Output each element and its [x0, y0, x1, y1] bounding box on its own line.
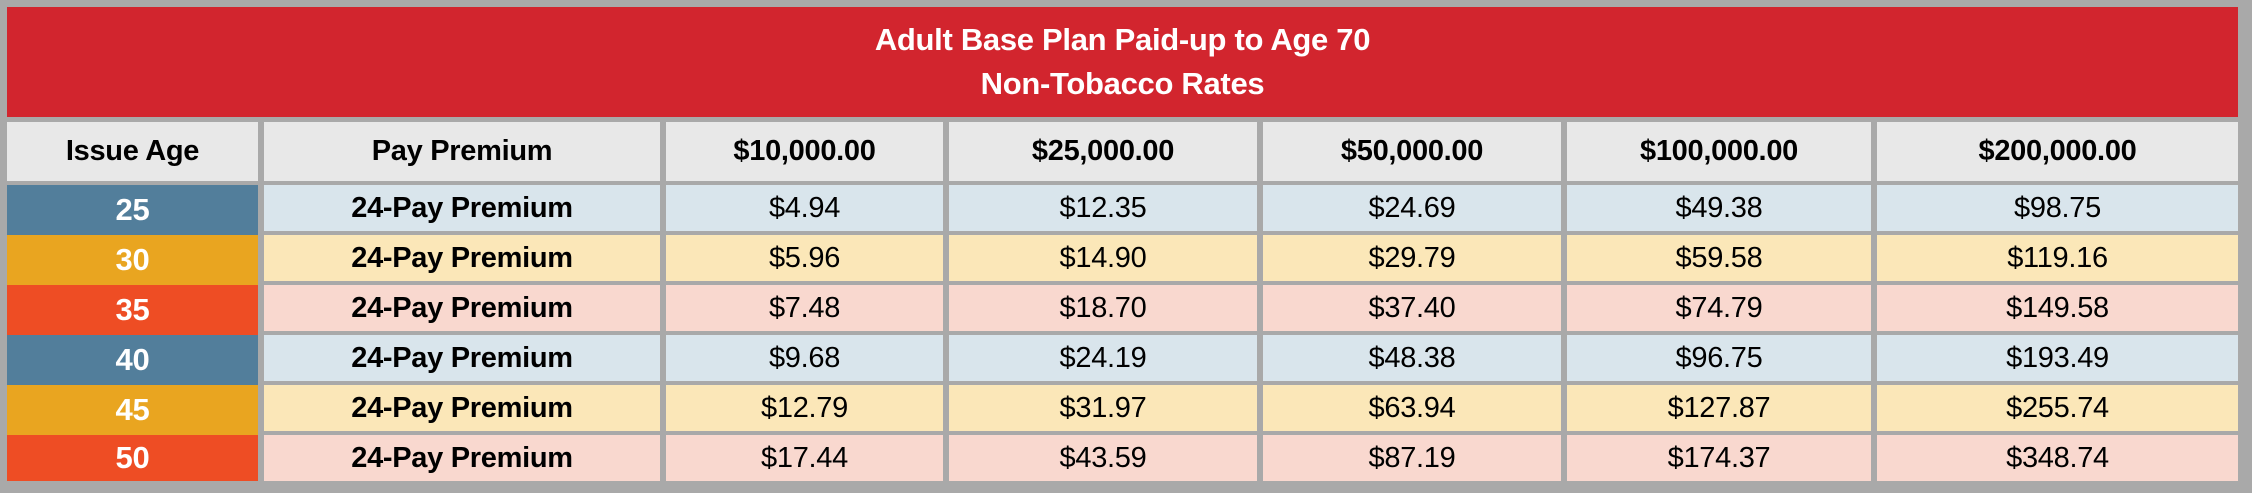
rate-cell: $5.96	[666, 235, 943, 281]
rate-cell: $37.40	[1263, 285, 1561, 331]
table-subtitle: Non-Tobacco Rates	[980, 65, 1265, 101]
pay-premium-cell: 24-Pay Premium	[264, 235, 660, 281]
column-header-50000: $50,000.00	[1263, 122, 1561, 181]
rate-cell: $9.68	[666, 335, 943, 381]
rate-cell: $63.94	[1263, 385, 1561, 431]
issue-age-cell: 35	[7, 285, 258, 335]
column-header-pay-premium: Pay Premium	[264, 122, 660, 181]
issue-age-cell: 50	[7, 435, 258, 481]
rate-cell: $348.74	[1877, 435, 2238, 481]
issue-age-cell: 30	[7, 235, 258, 285]
pay-premium-cell: 24-Pay Premium	[264, 435, 660, 481]
rate-cell: $43.59	[949, 435, 1257, 481]
rate-cell: $48.38	[1263, 335, 1561, 381]
pay-premium-cell: 24-Pay Premium	[264, 385, 660, 431]
issue-age-cell: 25	[7, 185, 258, 235]
rate-cell: $12.35	[949, 185, 1257, 231]
rate-cell: $96.75	[1567, 335, 1871, 381]
table-title: Adult Base Plan Paid-up to Age 70	[874, 22, 1371, 58]
issue-age-cell: 45	[7, 385, 258, 435]
rate-cell: $87.19	[1263, 435, 1561, 481]
rate-cell: $119.16	[1877, 235, 2238, 281]
rate-cell: $174.37	[1567, 435, 1871, 481]
column-header-10000: $10,000.00	[666, 122, 943, 181]
rate-cell: $18.70	[949, 285, 1257, 331]
rate-cell: $127.87	[1567, 385, 1871, 431]
rate-cell: $193.49	[1877, 335, 2238, 381]
rate-cell: $59.58	[1567, 235, 1871, 281]
pay-premium-cell: 24-Pay Premium	[264, 285, 660, 331]
rate-cell: $31.97	[949, 385, 1257, 431]
rate-cell: $17.44	[666, 435, 943, 481]
rate-cell: $4.94	[666, 185, 943, 231]
rate-cell: $24.69	[1263, 185, 1561, 231]
rate-cell: $7.48	[666, 285, 943, 331]
rate-cell: $12.79	[666, 385, 943, 431]
column-header-25000: $25,000.00	[949, 122, 1257, 181]
column-header-200000: $200,000.00	[1877, 122, 2238, 181]
rate-cell: $74.79	[1567, 285, 1871, 331]
column-header-100000: $100,000.00	[1567, 122, 1871, 181]
issue-age-cell: 40	[7, 335, 258, 385]
pay-premium-cell: 24-Pay Premium	[264, 185, 660, 231]
column-header-issue-age: Issue Age	[7, 122, 258, 181]
table-title-banner: Adult Base Plan Paid-up to Age 70 Non-To…	[7, 7, 2238, 117]
pay-premium-cell: 24-Pay Premium	[264, 335, 660, 381]
rate-cell: $255.74	[1877, 385, 2238, 431]
rate-cell: $14.90	[949, 235, 1257, 281]
rate-cell: $49.38	[1567, 185, 1871, 231]
rate-grid: Issue Age Pay Premium $10,000.00 $25,000…	[7, 122, 2238, 481]
rate-cell: $98.75	[1877, 185, 2238, 231]
rate-cell: $29.79	[1263, 235, 1561, 281]
rate-cell: $149.58	[1877, 285, 2238, 331]
rate-cell: $24.19	[949, 335, 1257, 381]
